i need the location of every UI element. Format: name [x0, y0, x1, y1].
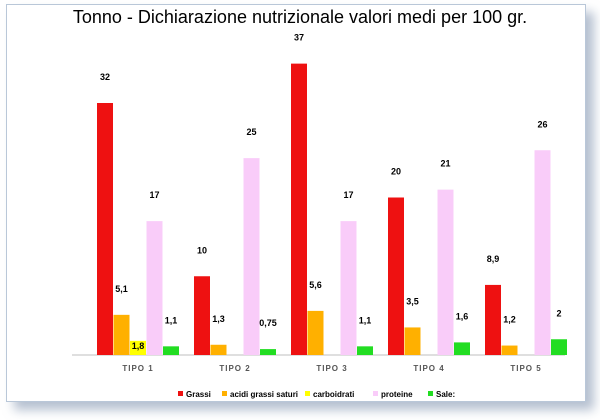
data-label: 32 [100, 72, 110, 82]
bar-1-2 [113, 314, 130, 355]
bar-3-2 [307, 310, 324, 355]
data-label: 1,1 [165, 315, 178, 325]
legend-swatch [178, 391, 183, 396]
bar-5-5 [551, 339, 567, 355]
bar-3-4 [340, 221, 357, 355]
data-label: 1,1 [359, 315, 372, 325]
legend-swatch [373, 391, 378, 396]
data-label: 26 [537, 119, 547, 129]
category-label: TIPO 1 [122, 364, 153, 373]
legend-swatch [222, 391, 227, 396]
legend-label: acidi grassi saturi [230, 390, 298, 399]
data-label: 10 [197, 245, 207, 255]
data-label: 21 [440, 159, 450, 169]
data-label: 1,6 [456, 311, 469, 321]
data-label: 0,75 [259, 318, 277, 328]
legend-label: Sale: [436, 390, 455, 399]
data-label: 3,5 [406, 296, 419, 306]
data-label: 5,1 [115, 284, 128, 294]
bar-5-4 [534, 150, 551, 355]
bar-1-4 [146, 221, 163, 355]
bar-1-1 [97, 103, 113, 355]
bar-4-2 [404, 327, 421, 355]
bar-2-1 [194, 276, 210, 355]
data-label: 1,3 [212, 314, 225, 324]
category-label: TIPO 5 [510, 364, 541, 373]
data-label: 5,6 [309, 280, 322, 290]
category-label: TIPO 4 [413, 364, 444, 373]
chart-title: Tonno - Dichiarazione nutrizionale valor… [72, 7, 528, 27]
bar-1-5 [163, 346, 179, 355]
data-label: 17 [343, 190, 353, 200]
legend-swatch [428, 391, 433, 396]
data-label: 25 [246, 127, 256, 137]
data-label: 17 [149, 190, 159, 200]
bar-5-1 [485, 284, 501, 355]
bar-2-5 [260, 349, 276, 355]
legend-label: proteine [381, 390, 413, 399]
bar-5-2 [501, 345, 518, 355]
legend-swatch [305, 391, 310, 396]
legend-label: Grassi [186, 390, 211, 399]
bar-2-4 [243, 158, 260, 355]
bar-4-4 [437, 189, 454, 355]
data-label: 8,9 [487, 254, 500, 264]
category-label: TIPO 3 [316, 364, 347, 373]
legend-label: carboidrati [313, 390, 354, 399]
bar-4-1 [388, 197, 404, 355]
bar-3-1 [291, 63, 307, 355]
bar-3-5 [357, 346, 373, 355]
bar-4-5 [454, 342, 470, 355]
data-label: 2 [556, 308, 561, 318]
category-label: TIPO 2 [219, 364, 250, 373]
data-label: 1,8 [132, 341, 145, 351]
bar-1-3 [130, 340, 146, 355]
data-label: 37 [294, 33, 304, 43]
data-label: 20 [391, 167, 401, 177]
data-label: 1,2 [503, 315, 516, 325]
bar-2-2 [210, 344, 227, 355]
